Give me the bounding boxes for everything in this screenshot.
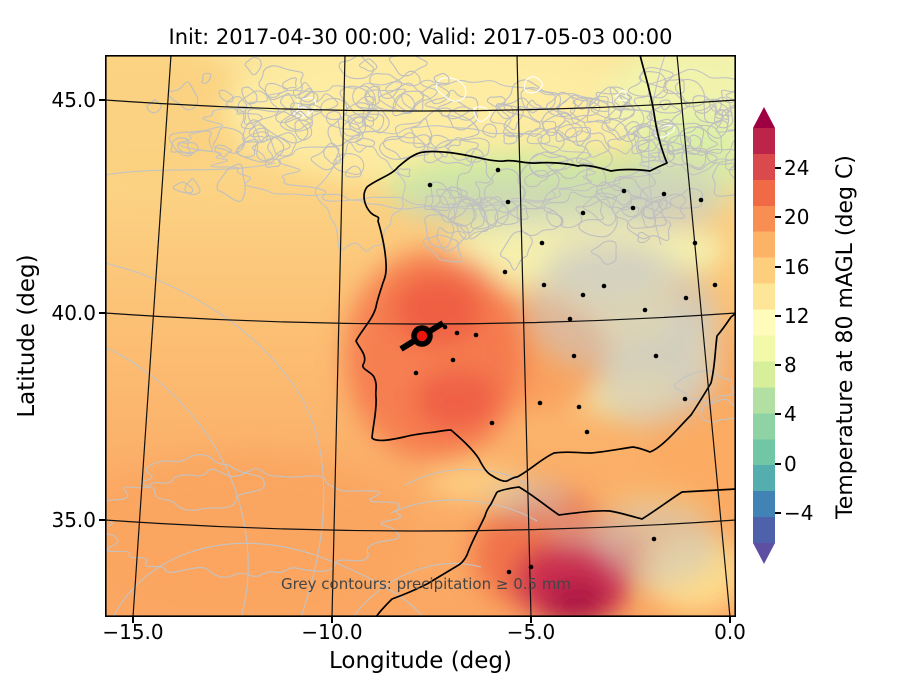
x-tick-label: −15.0	[102, 620, 164, 644]
y-axis-label: Latitude (deg)	[14, 254, 40, 418]
colorbar-tick-label: 12	[784, 304, 810, 328]
x-tick-mark	[530, 617, 532, 623]
x-axis-label: Longitude (deg)	[328, 648, 512, 674]
y-tick-mark	[99, 312, 105, 314]
y-tick-label: 35.0	[51, 508, 96, 532]
precipitation-grey-areas	[400, 157, 725, 587]
x-tick-label: 0.0	[714, 620, 746, 644]
colorbar-tick-mark	[775, 364, 781, 366]
colorbar-tick-mark	[775, 413, 781, 415]
y-tick-label: 45.0	[51, 88, 96, 112]
graticule	[105, 55, 736, 617]
colorbar-tick-mark	[775, 512, 781, 514]
coastline	[355, 55, 736, 617]
colorbar-tick-label: 20	[784, 205, 810, 229]
plot-title: Init: 2017-04-30 00:00; Valid: 2017-05-0…	[168, 25, 673, 49]
precipitation-contours	[105, 55, 736, 617]
colorbar-tick-label: 0	[784, 452, 797, 476]
colorbar-tick-mark	[775, 216, 781, 218]
contour-legend-text: Grey contours: precipitation ≥ 0.5 mm	[280, 575, 572, 593]
colorbar-tick-label: 4	[784, 402, 797, 426]
x-tick-mark	[729, 617, 731, 623]
x-tick-label: −10.0	[301, 620, 363, 644]
x-tick-label: −5.0	[506, 620, 556, 644]
y-tick-mark	[99, 99, 105, 101]
colorbar-tick-mark	[775, 167, 781, 169]
site-marker	[399, 320, 445, 352]
colorbar-label: Temperature at 80 mAGL (deg C)	[833, 155, 858, 519]
map-canvas	[105, 55, 736, 617]
colorbar-extend-over-arrow	[753, 107, 775, 128]
colorbar-tick-label: −4	[784, 501, 814, 525]
colorbar-tick-label: 8	[784, 353, 797, 377]
colorbar-extend-under-arrow	[753, 543, 775, 564]
station-dots	[413, 167, 718, 575]
y-tick-mark	[99, 519, 105, 521]
colorbar	[753, 128, 775, 543]
colorbar-tick-label: 24	[784, 156, 810, 180]
x-tick-mark	[331, 617, 333, 623]
plot-frame	[105, 55, 736, 617]
colorbar-tick-mark	[775, 315, 781, 317]
colorbar-tick-mark	[775, 266, 781, 268]
colorbar-tick-mark	[775, 463, 781, 465]
colorbar-tick-label: 16	[784, 255, 810, 279]
y-tick-label: 40.0	[51, 301, 96, 325]
x-tick-mark	[132, 617, 134, 623]
